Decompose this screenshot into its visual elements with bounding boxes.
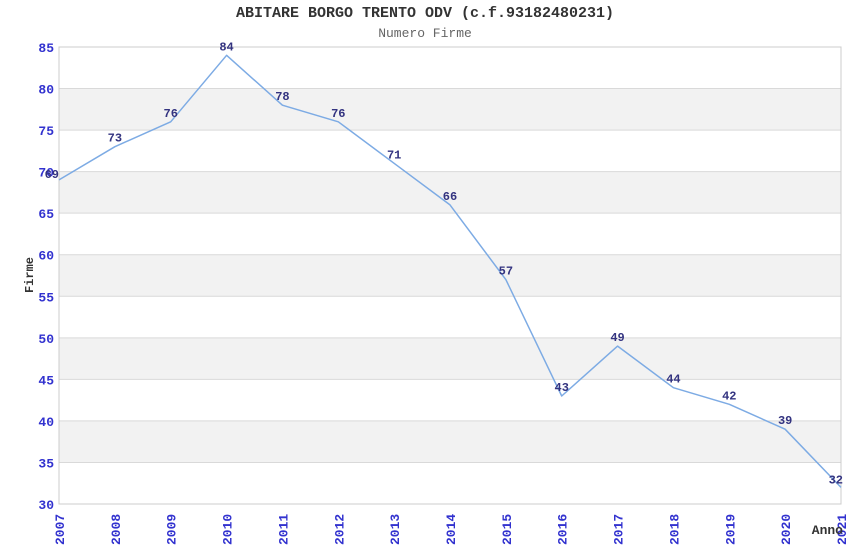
x-tick-label: 2013 <box>388 514 403 545</box>
y-tick-label: 65 <box>38 207 54 222</box>
y-tick-label: 70 <box>38 166 54 181</box>
y-tick-label: 75 <box>38 124 54 139</box>
data-label: 76 <box>164 107 178 121</box>
data-label: 78 <box>275 90 289 104</box>
x-tick-label: 2012 <box>332 514 347 545</box>
y-tick-label: 40 <box>38 415 54 430</box>
x-tick-label: 2017 <box>612 514 627 545</box>
x-tick-label: 2020 <box>779 514 794 545</box>
y-tick-label: 35 <box>38 456 54 471</box>
x-tick-label: 2019 <box>723 514 738 545</box>
data-label: 39 <box>778 414 792 428</box>
data-label: 57 <box>499 265 513 279</box>
plot-border <box>58 46 842 505</box>
data-label: 32 <box>829 473 843 487</box>
x-tick-label: 2015 <box>500 514 515 545</box>
x-tick-label: 2008 <box>109 514 124 545</box>
plot-band <box>59 254 841 297</box>
data-label: 49 <box>610 331 624 345</box>
y-tick-label: 80 <box>38 83 54 98</box>
chart-title: ABITARE BORGO TRENTO ODV (c.f.9318248023… <box>235 5 615 22</box>
plot-band <box>59 171 841 214</box>
x-axis-title: Anno <box>811 523 843 538</box>
y-tick-label: 55 <box>38 290 54 305</box>
x-tick-label: 2009 <box>165 514 180 545</box>
plot-band <box>59 420 841 463</box>
y-tick-label: 85 <box>38 41 54 56</box>
data-label: 76 <box>331 107 345 121</box>
data-label: 73 <box>108 132 122 146</box>
y-tick-label: 60 <box>38 249 54 264</box>
x-tick-label: 2011 <box>276 514 291 545</box>
x-tick-label: 2021 <box>835 514 850 545</box>
data-label: 84 <box>219 40 233 54</box>
data-label: 66 <box>443 190 457 204</box>
x-tick-label: 2007 <box>53 514 68 545</box>
x-tick-label: 2018 <box>667 514 682 545</box>
data-label: 43 <box>555 381 569 395</box>
data-label: 44 <box>666 373 680 387</box>
y-tick-label: 45 <box>38 373 54 388</box>
y-axis-title: Firme <box>23 257 37 294</box>
plot-band <box>59 88 841 131</box>
y-tick-label: 50 <box>38 332 54 347</box>
data-label: 42 <box>722 389 736 403</box>
x-tick-label: 2016 <box>556 514 571 545</box>
data-label: 71 <box>387 148 401 162</box>
data-label: 69 <box>45 168 59 182</box>
x-tick-label: 2014 <box>444 514 459 545</box>
y-tick-label: 30 <box>38 498 54 513</box>
line-series <box>58 54 842 488</box>
plot-band <box>59 337 841 380</box>
x-tick-label: 2010 <box>221 514 236 545</box>
chart-subtitle: Numero Firme <box>378 26 472 41</box>
